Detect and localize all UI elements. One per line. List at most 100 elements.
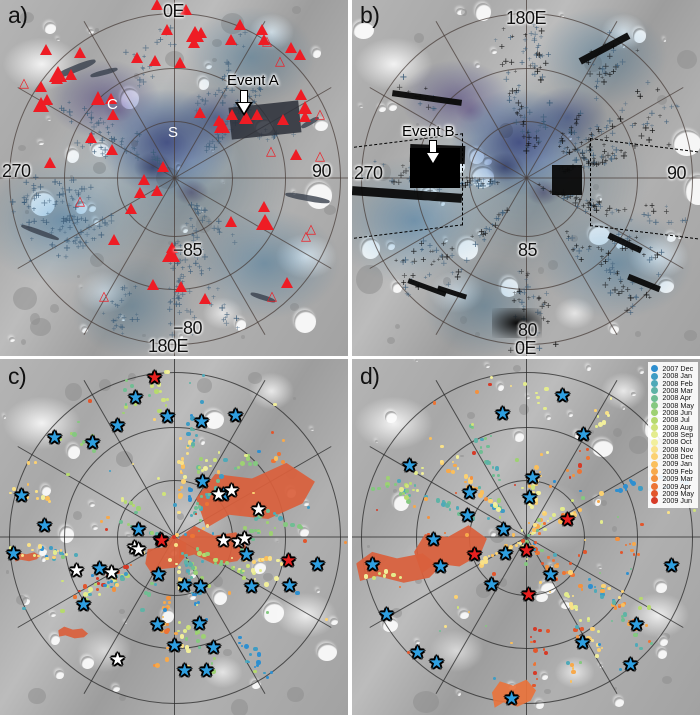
cross-marker: + <box>541 59 550 70</box>
date-colored-dot <box>609 397 613 400</box>
cross-marker: + <box>622 99 629 108</box>
cross-marker: + <box>75 198 83 209</box>
cross-marker: + <box>505 69 511 78</box>
date-colored-dot <box>483 555 489 561</box>
date-colored-dot <box>613 606 617 610</box>
date-colored-dot <box>492 571 497 576</box>
date-colored-dot <box>470 516 476 521</box>
cross-marker: + <box>679 215 686 225</box>
cross-marker: + <box>198 266 205 275</box>
cross-marker: + <box>503 206 511 217</box>
cross-marker: + <box>501 26 507 33</box>
cross-marker: + <box>218 302 227 314</box>
date-colored-dot <box>457 512 462 517</box>
date-colored-dot <box>138 528 142 532</box>
date-colored-dot <box>188 494 192 498</box>
cross-marker: + <box>176 289 182 296</box>
date-colored-dot <box>272 402 277 407</box>
cross-marker: + <box>65 201 73 211</box>
cross-marker: + <box>96 128 102 135</box>
panel-a: + + + + + + + + + + + + + + + + + + + + + + + + + + + + + + + + + + + + + + + +… <box>0 0 348 356</box>
date-colored-dot <box>534 478 540 484</box>
red-triangle-marker <box>295 89 307 100</box>
cross-marker: + <box>522 34 529 44</box>
legend-item: 2008 Mar <box>651 387 694 394</box>
date-colored-dot <box>179 470 183 473</box>
panel-label-d: d) <box>360 363 380 389</box>
date-colored-dot <box>451 461 454 464</box>
cross-marker: + <box>173 299 180 309</box>
cross-marker: + <box>634 85 642 96</box>
cross-marker: + <box>643 202 649 209</box>
cross-marker: + <box>573 241 580 251</box>
blue-star-marker: ★ <box>365 555 381 575</box>
date-colored-dot <box>435 498 441 503</box>
blue-star-marker: ★ <box>522 488 538 508</box>
cross-marker: + <box>68 113 73 120</box>
cross-marker: + <box>443 251 450 261</box>
cross-marker: + <box>471 239 480 250</box>
date-colored-dot <box>199 399 204 405</box>
legend-swatch-dot-icon <box>651 379 659 387</box>
red-open-triangle-marker: △ <box>262 34 272 49</box>
cross-marker: + <box>100 117 107 127</box>
panel-c: ★ ★ ★ ★ ★ ★ ★ ★ ★ ★ ★ ★ ★ ★ ★ ★ ★ ★ ★ ★ ★ ★ ★ ★ ★ ★ ★ ★ ★ ★ ★ ★ ★ ★ ★ ★ ★ ★ ★ ★… <box>0 359 348 715</box>
cross-marker: + <box>440 257 448 269</box>
date-colored-dot <box>180 457 185 462</box>
date-colored-dot <box>111 577 117 583</box>
crater <box>613 686 618 691</box>
date-colored-dot <box>205 617 209 621</box>
date-colored-dot <box>532 639 537 644</box>
cross-marker: + <box>525 132 533 143</box>
cross-marker: + <box>51 176 59 188</box>
red-triangle-marker <box>151 0 163 10</box>
cross-marker: + <box>618 242 626 253</box>
date-colored-dot <box>307 505 311 509</box>
date-colored-dot <box>156 476 160 480</box>
date-colored-dot <box>179 471 183 475</box>
cross-marker: + <box>270 133 277 143</box>
date-colored-dot <box>156 382 162 387</box>
date-colored-dot <box>480 446 483 449</box>
cross-marker: + <box>60 214 68 224</box>
cross-marker: + <box>175 236 181 246</box>
date-colored-dot <box>256 660 261 665</box>
blue-star-marker: ★ <box>151 565 167 585</box>
date-colored-dot <box>227 591 232 595</box>
date-colored-dot <box>534 391 538 395</box>
cross-marker: + <box>665 140 672 150</box>
cross-marker: + <box>176 274 184 285</box>
date-colored-dot <box>187 440 193 445</box>
panel-d: ★ ★ ★ ★ ★ ★ ★ ★ ★ ★ ★ ★ ★ ★ ★ ★ ★ ★ ★ ★ ★ ★ ★ ★ ★ ★ ★ d) 2007 Dec 2… <box>352 359 700 715</box>
cross-marker: + <box>481 177 487 184</box>
date-colored-dot <box>543 406 547 411</box>
cross-marker: + <box>533 127 540 136</box>
cross-marker: + <box>616 275 625 285</box>
legend-label: 2008 Apr <box>662 393 692 403</box>
cross-marker: + <box>167 39 174 50</box>
date-colored-dot <box>87 587 93 592</box>
cross-marker: + <box>459 178 467 189</box>
date-colored-dot <box>595 643 599 647</box>
crater <box>118 694 127 702</box>
graticule-longitude-spoke <box>526 537 527 715</box>
date-colored-dot <box>420 471 424 475</box>
date-colored-dot <box>197 590 203 596</box>
cross-marker: + <box>543 288 550 298</box>
date-colored-dot <box>82 440 86 444</box>
cross-marker: + <box>59 217 68 228</box>
cross-marker: + <box>596 197 603 207</box>
white-star-marker: ★ <box>127 538 143 558</box>
cross-marker: + <box>518 266 525 277</box>
date-colored-dot <box>134 402 137 406</box>
date-colored-dot <box>546 519 550 523</box>
legend-label: 2008 Oct <box>662 437 692 447</box>
date-colored-dot <box>185 445 190 450</box>
cross-marker: + <box>521 118 527 126</box>
cross-marker: + <box>657 246 666 258</box>
cross-marker: + <box>73 240 79 247</box>
cross-marker: + <box>150 151 159 163</box>
cross-marker: + <box>460 180 465 187</box>
cross-marker: + <box>214 222 222 234</box>
date-colored-dot <box>177 577 181 581</box>
